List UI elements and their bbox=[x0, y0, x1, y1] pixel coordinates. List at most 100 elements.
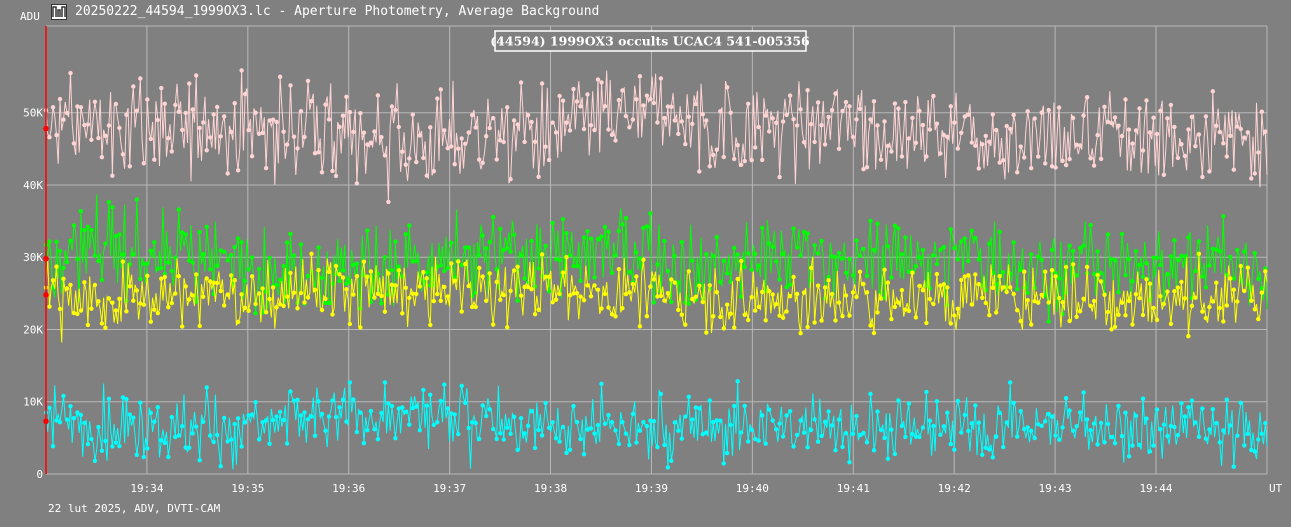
series-0-point bbox=[1179, 142, 1184, 147]
series-2-point bbox=[326, 269, 332, 274]
series-3-line bbox=[45, 381, 1268, 470]
series-2-point bbox=[760, 289, 765, 295]
series-2-point bbox=[826, 278, 831, 283]
series-2-point bbox=[749, 295, 754, 300]
series-1-point bbox=[651, 300, 657, 305]
series-1-point bbox=[518, 253, 524, 258]
series-3-point bbox=[808, 427, 814, 433]
series-2-point bbox=[896, 300, 901, 305]
series-1-point bbox=[753, 251, 758, 256]
series-3-point bbox=[672, 420, 677, 425]
series-2-point bbox=[854, 294, 859, 300]
series-2-point bbox=[774, 301, 779, 307]
series-1-point bbox=[204, 224, 209, 230]
series-2-point bbox=[952, 313, 957, 318]
series-0-point bbox=[1182, 153, 1188, 159]
series-0-point bbox=[896, 106, 901, 111]
series-1-point bbox=[71, 223, 77, 228]
series-1-point bbox=[351, 262, 356, 268]
series-0-point bbox=[637, 74, 643, 79]
series-3-point bbox=[1235, 433, 1240, 438]
series-0-point bbox=[557, 93, 562, 99]
series-0-point bbox=[103, 133, 108, 138]
series-3-point bbox=[68, 404, 73, 409]
series-1-point bbox=[365, 228, 370, 233]
series-2-point bbox=[578, 294, 583, 299]
series-0-point bbox=[571, 86, 576, 92]
series-0-point bbox=[267, 118, 272, 123]
series-2-point bbox=[924, 320, 929, 326]
series-0-point bbox=[903, 99, 908, 105]
series-3-point bbox=[414, 404, 419, 409]
series-0-point bbox=[875, 123, 880, 128]
series-1-point bbox=[1221, 214, 1226, 219]
series-0-point bbox=[665, 104, 671, 109]
series-1-point bbox=[379, 301, 384, 306]
series-2-point bbox=[1140, 312, 1146, 318]
series-0-point bbox=[1172, 124, 1177, 130]
series-1-point bbox=[1200, 274, 1205, 279]
series-3-point bbox=[1231, 464, 1237, 469]
series-3-point bbox=[1049, 414, 1055, 419]
series-3-point bbox=[372, 427, 377, 432]
series-3-point bbox=[990, 455, 995, 460]
series-0-point bbox=[920, 122, 926, 128]
series-1-point bbox=[1088, 222, 1093, 228]
series-1-point bbox=[54, 239, 59, 244]
series-3-point bbox=[1186, 405, 1191, 410]
series-2-point bbox=[407, 295, 412, 301]
series-0-point bbox=[959, 130, 964, 135]
series-2-point bbox=[138, 301, 143, 306]
series-1-point bbox=[679, 239, 684, 245]
series-2-point bbox=[658, 293, 664, 299]
series-1-point bbox=[407, 223, 412, 228]
series-2-point bbox=[1182, 296, 1188, 301]
series-0-point bbox=[529, 119, 534, 125]
series-0-point bbox=[861, 167, 866, 172]
series-0-point bbox=[602, 104, 608, 109]
series-2-point bbox=[980, 295, 985, 300]
series-3-point bbox=[85, 442, 91, 447]
series-2-point bbox=[539, 252, 545, 257]
series-2-point bbox=[1036, 300, 1041, 305]
series-3-point bbox=[651, 419, 657, 424]
series-3-point bbox=[1119, 433, 1125, 439]
series-3-point bbox=[508, 431, 513, 436]
series-2-point bbox=[1221, 319, 1226, 324]
series-1-point bbox=[1049, 247, 1055, 253]
series-0-point bbox=[190, 107, 195, 112]
series-2-point bbox=[424, 276, 429, 281]
series-0-point bbox=[1207, 169, 1212, 174]
series-0-point bbox=[1018, 144, 1023, 149]
series-1-point bbox=[319, 275, 325, 280]
series-3-point bbox=[302, 410, 307, 415]
series-0-point bbox=[498, 138, 503, 143]
series-1-point bbox=[169, 268, 174, 274]
series-2-point bbox=[222, 303, 227, 308]
series-0-point bbox=[693, 101, 698, 107]
series-0-point bbox=[924, 154, 929, 159]
lightcurve-app-icon[interactable] bbox=[51, 4, 67, 20]
series-0-point bbox=[1147, 130, 1153, 135]
series-0-point bbox=[288, 83, 293, 88]
series-3-point bbox=[134, 452, 139, 457]
series-0-point bbox=[274, 119, 279, 125]
series-2-point bbox=[906, 308, 912, 314]
series-0-point bbox=[578, 104, 583, 109]
series-0-point bbox=[683, 141, 688, 147]
series-3-point bbox=[539, 433, 545, 438]
series-1-point bbox=[155, 266, 160, 271]
series-3-point bbox=[148, 410, 153, 416]
series-3-point bbox=[931, 423, 936, 429]
series-2-point bbox=[973, 272, 978, 277]
series-2-point bbox=[1021, 269, 1027, 274]
series-2-point bbox=[194, 272, 199, 277]
series-1-point bbox=[103, 241, 108, 246]
series-3 bbox=[43, 379, 1268, 470]
series-3-point bbox=[885, 456, 891, 461]
series-2-point bbox=[840, 314, 845, 319]
series-0-point bbox=[857, 106, 863, 112]
series-2-point bbox=[466, 283, 471, 289]
series-2-point bbox=[861, 281, 866, 287]
series-0-point bbox=[218, 134, 223, 139]
